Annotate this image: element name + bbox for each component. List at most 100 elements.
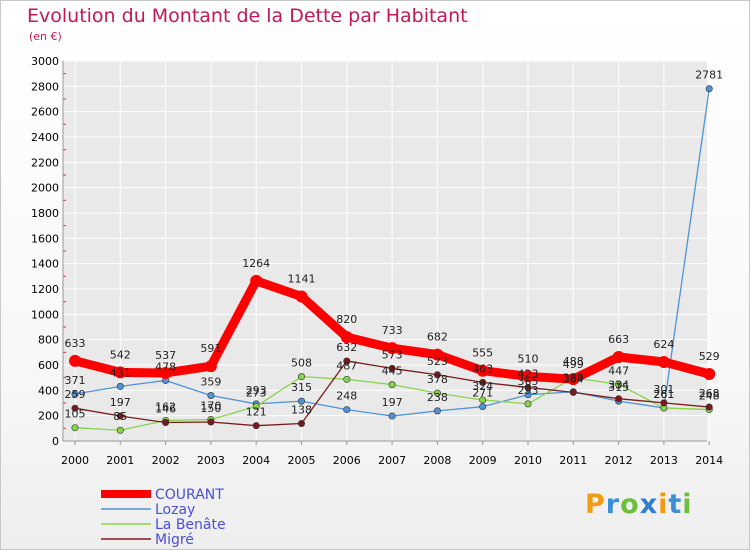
data-point (159, 366, 172, 379)
data-point (476, 364, 489, 377)
y-tick-label: 1400 (31, 258, 59, 271)
data-label: 663 (608, 333, 629, 346)
data-point (207, 418, 215, 426)
data-point (615, 380, 623, 388)
data-point (162, 419, 170, 427)
data-label: 138 (291, 404, 312, 417)
x-tick-label: 2011 (559, 454, 587, 467)
data-point (295, 290, 308, 303)
data-point (612, 351, 625, 364)
data-label: 384 (563, 372, 584, 385)
x-tick-label: 2008 (423, 454, 451, 467)
x-tick-label: 2014 (695, 454, 723, 467)
data-point (388, 412, 396, 420)
legend-label: Migré (155, 532, 194, 548)
data-label: 324 (472, 380, 493, 393)
data-point (116, 382, 124, 390)
data-point (340, 331, 353, 344)
data-label: 261 (653, 388, 674, 401)
data-label: 431 (110, 366, 131, 379)
legend-label: Lozay (155, 502, 195, 518)
data-label: 523 (427, 355, 448, 368)
data-label: 371 (65, 374, 86, 387)
data-label: 1141 (288, 272, 316, 285)
data-label: 273 (246, 386, 267, 399)
data-label: 447 (608, 364, 629, 377)
data-label: 248 (336, 390, 357, 403)
data-label: 359 (200, 376, 221, 389)
data-point (204, 360, 217, 373)
data-label: 478 (155, 360, 176, 373)
y-tick-label: 1800 (31, 207, 59, 220)
data-point (705, 403, 713, 411)
data-point (660, 399, 668, 407)
data-label: 378 (427, 373, 448, 386)
data-point (116, 426, 124, 434)
y-tick-label: 2400 (31, 131, 59, 144)
x-tick-label: 2007 (378, 454, 406, 467)
data-label: 248 (699, 390, 720, 403)
data-point (386, 342, 399, 355)
x-tick-label: 2012 (605, 454, 633, 467)
data-label: 820 (336, 313, 357, 326)
data-label: 162 (155, 400, 176, 413)
x-tick-label: 2001 (106, 454, 134, 467)
data-label: 271 (472, 387, 493, 400)
data-point (114, 366, 127, 379)
data-label: 150 (200, 402, 221, 415)
data-label: 365 (518, 375, 539, 388)
chart-subtitle: (en €) (29, 30, 62, 43)
data-point (705, 85, 713, 93)
data-point (252, 422, 260, 430)
data-point (567, 373, 580, 386)
data-point (297, 420, 305, 428)
data-label: 633 (65, 337, 86, 350)
x-tick-label: 2002 (152, 454, 180, 467)
x-tick-label: 2006 (333, 454, 361, 467)
data-point (252, 402, 260, 410)
data-point (479, 396, 487, 404)
y-tick-label: 1000 (31, 308, 59, 321)
data-label: 423 (518, 367, 539, 380)
data-point (207, 392, 215, 400)
y-tick-label: 2800 (31, 80, 59, 93)
x-tick-label: 2010 (514, 454, 542, 467)
data-label: 499 (563, 358, 584, 371)
chart-title: Evolution du Montant de la Dette par Hab… (27, 5, 468, 27)
data-point (343, 406, 351, 414)
x-tick-label: 2013 (650, 454, 678, 467)
x-tick-label: 2005 (288, 454, 316, 467)
legend-label: COURANT (155, 487, 224, 503)
y-tick-label: 400 (38, 384, 59, 397)
data-point (71, 424, 79, 432)
data-label: 508 (291, 357, 312, 370)
y-tick-label: 600 (38, 359, 59, 372)
data-point (343, 375, 351, 383)
data-label: 2781 (695, 69, 723, 82)
data-label: 197 (110, 396, 131, 409)
data-point (569, 388, 577, 396)
data-label: 334 (608, 379, 629, 392)
data-label: 315 (608, 381, 629, 394)
data-point (522, 370, 534, 383)
y-tick-label: 1200 (31, 283, 59, 296)
data-point (71, 404, 79, 412)
data-label: 238 (427, 391, 448, 404)
data-label: 555 (472, 347, 493, 360)
data-label: 529 (699, 350, 720, 363)
data-point (479, 378, 487, 386)
data-point (703, 367, 716, 380)
legend-label: La Benâte (155, 517, 226, 533)
data-label: 487 (336, 359, 357, 372)
plot-area (63, 61, 707, 441)
data-point (388, 381, 396, 389)
data-point (250, 274, 263, 287)
data-point (433, 371, 441, 379)
data-label: 293 (246, 384, 267, 397)
data-label: 146 (155, 403, 176, 416)
data-point (524, 400, 532, 408)
y-tick-label: 2000 (31, 182, 59, 195)
data-label: 389 (563, 372, 584, 385)
data-label: 591 (200, 342, 221, 355)
